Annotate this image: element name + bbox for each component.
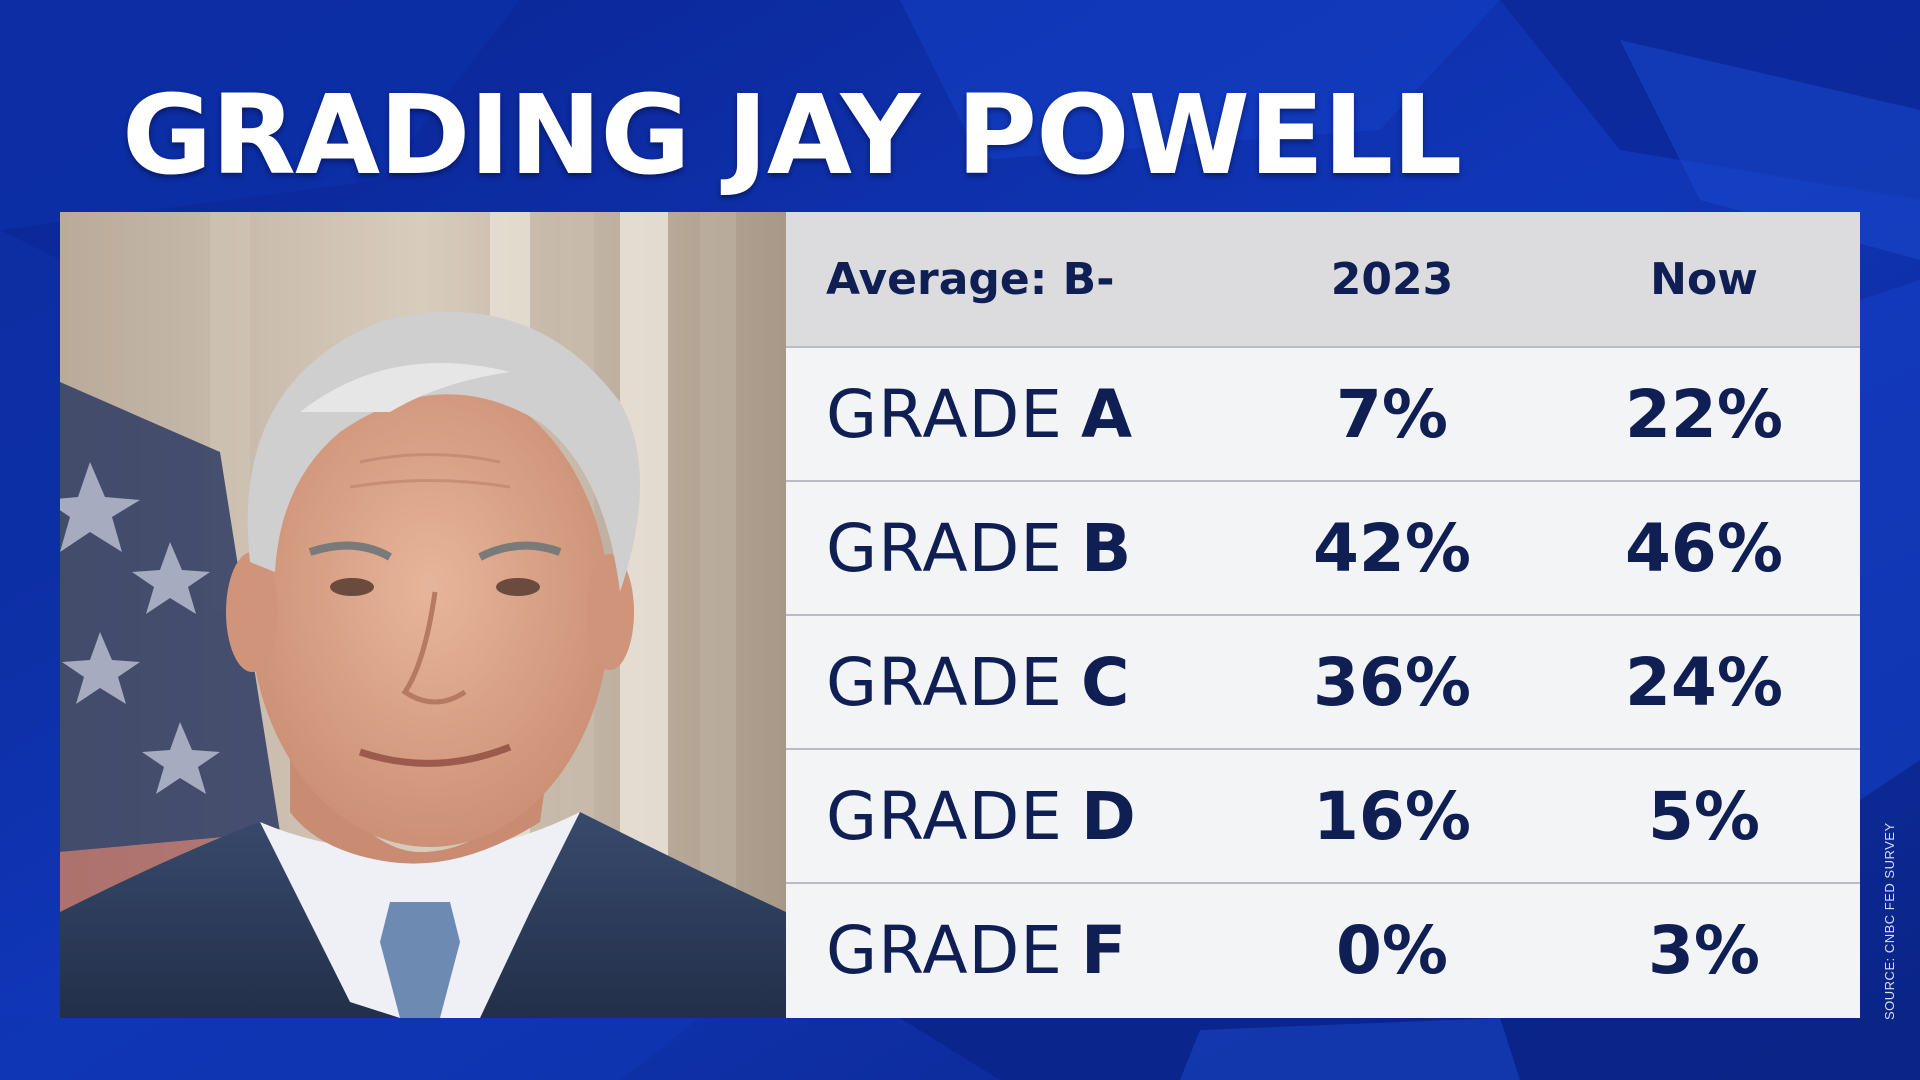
grade-label: GRADE A: [786, 376, 1236, 453]
portrait-photo: [60, 212, 786, 1018]
grade-word: GRADE: [826, 777, 1063, 855]
value-now: 3%: [1647, 911, 1761, 989]
value-2023: 0%: [1335, 911, 1449, 989]
header-average: Average: B-: [826, 253, 1115, 305]
page-title: GRADING JAY POWELL: [122, 71, 1462, 199]
value-now: 5%: [1647, 777, 1761, 855]
grade-word: GRADE: [826, 509, 1063, 587]
value-now: 46%: [1625, 509, 1783, 587]
grades-table: Average: B- 2023 Now GRADE A 7% 22% GRADE…: [786, 212, 1860, 1018]
grade-word: GRADE: [826, 375, 1063, 453]
grade-letter: C: [1081, 643, 1130, 721]
table-row-grade-b: GRADE B 42% 46%: [786, 480, 1860, 614]
value-now: 24%: [1625, 643, 1783, 721]
grade-word: GRADE: [826, 643, 1063, 721]
grade-letter: B: [1081, 509, 1132, 587]
grade-label: GRADE C: [786, 644, 1236, 721]
grade-letter: D: [1081, 777, 1136, 855]
value-now: 22%: [1625, 375, 1783, 453]
grade-label: GRADE B: [786, 510, 1236, 587]
table-row-grade-d: GRADE D 16% 5%: [786, 748, 1860, 882]
grade-label: GRADE D: [786, 778, 1236, 855]
value-2023: 42%: [1313, 509, 1471, 587]
table-header: Average: B- 2023 Now: [786, 212, 1860, 346]
value-2023: 36%: [1313, 643, 1471, 721]
table-row-grade-c: GRADE C 36% 24%: [786, 614, 1860, 748]
value-2023: 16%: [1313, 777, 1471, 855]
grade-word: GRADE: [826, 911, 1063, 989]
grade-letter: A: [1081, 375, 1133, 453]
value-2023: 7%: [1335, 375, 1449, 453]
header-now: Now: [1650, 253, 1758, 305]
header-2023: 2023: [1330, 253, 1454, 305]
table-row-grade-a: GRADE A 7% 22%: [786, 346, 1860, 480]
table-row-grade-f: GRADE F 0% 3%: [786, 882, 1860, 1016]
grade-letter: F: [1081, 911, 1127, 989]
grade-label: GRADE F: [786, 912, 1236, 989]
source-credit: SOURCE: CNBC FED SURVEY: [1882, 822, 1897, 1020]
